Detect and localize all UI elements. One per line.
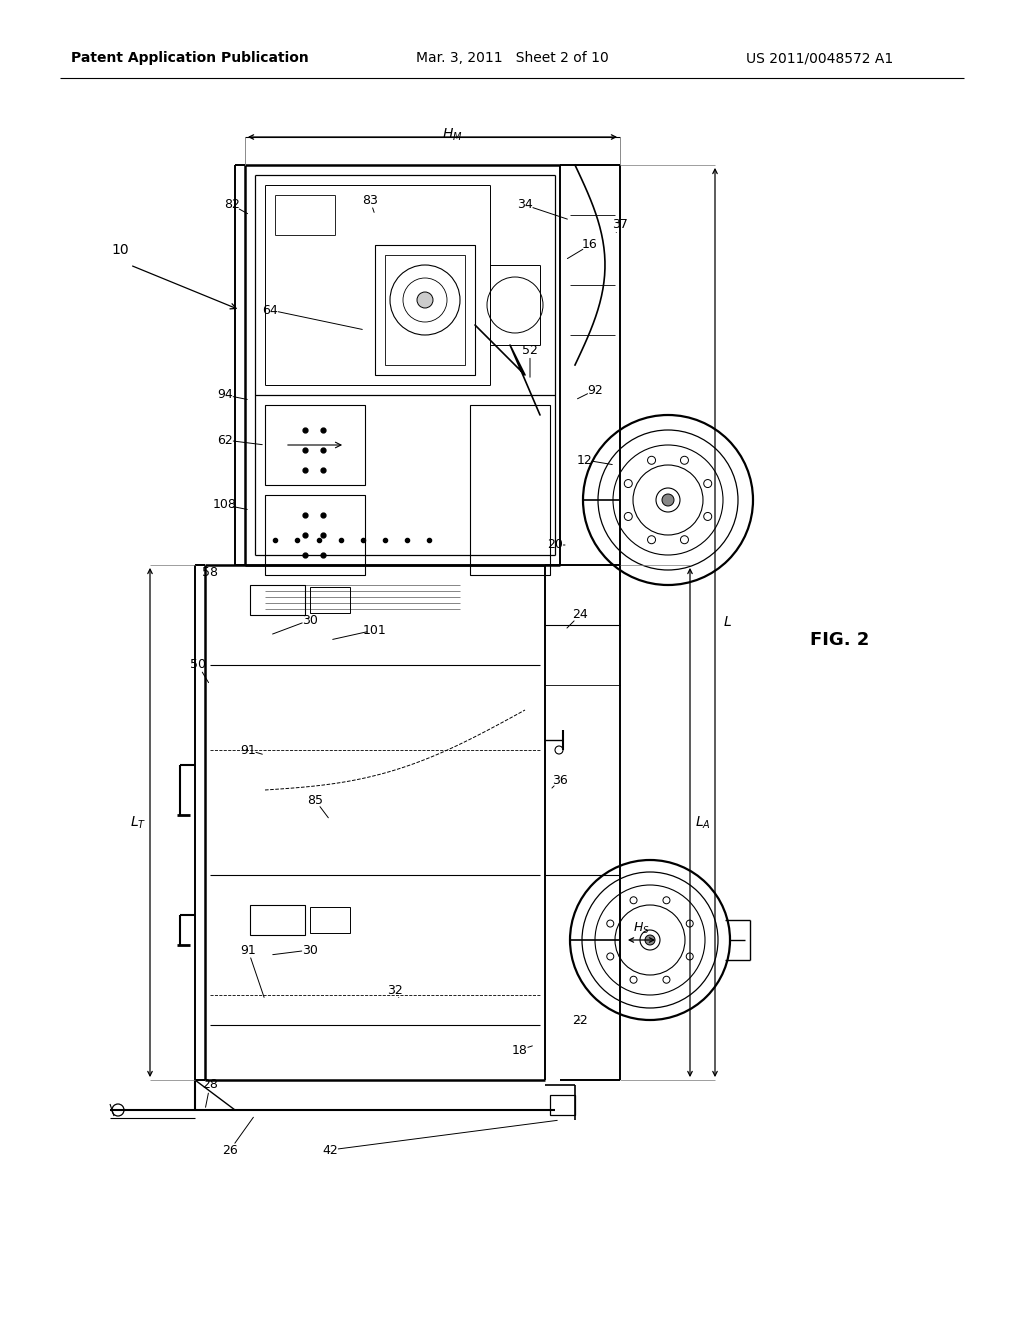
Circle shape [630, 977, 637, 983]
Text: 83: 83 [362, 194, 378, 206]
Text: Patent Application Publication: Patent Application Publication [71, 51, 309, 65]
Bar [310, 587, 350, 612]
Circle shape [625, 512, 632, 520]
Text: Mar. 3, 2011   Sheet 2 of 10: Mar. 3, 2011 Sheet 2 of 10 [416, 51, 608, 65]
Circle shape [647, 536, 655, 544]
Text: 26: 26 [222, 1143, 238, 1156]
Text: $L_A$: $L_A$ [695, 814, 711, 830]
Text: 30: 30 [302, 944, 317, 957]
Text: 12: 12 [578, 454, 593, 466]
Text: 30: 30 [302, 614, 317, 627]
Text: 50: 50 [190, 659, 206, 672]
Text: 91: 91 [240, 944, 256, 957]
Text: 82: 82 [224, 198, 240, 211]
Circle shape [703, 512, 712, 520]
Bar [265, 495, 365, 576]
Circle shape [607, 953, 613, 960]
Text: 34: 34 [517, 198, 532, 211]
Circle shape [607, 920, 613, 927]
Text: 52: 52 [522, 343, 538, 356]
Text: 91: 91 [240, 743, 256, 756]
Text: $H_M$: $H_M$ [442, 127, 463, 143]
Bar [310, 907, 350, 933]
Text: 22: 22 [572, 1014, 588, 1027]
Text: FIG. 2: FIG. 2 [810, 631, 869, 649]
Circle shape [681, 536, 688, 544]
Circle shape [663, 896, 670, 904]
Text: 32: 32 [387, 983, 402, 997]
Circle shape [645, 935, 655, 945]
Text: 10: 10 [112, 243, 129, 257]
Circle shape [686, 953, 693, 960]
Text: 18: 18 [512, 1044, 528, 1056]
Text: 28: 28 [202, 1078, 218, 1092]
Bar [250, 585, 305, 615]
Circle shape [630, 896, 637, 904]
Text: $L$: $L$ [723, 615, 731, 630]
Bar [470, 405, 550, 576]
Bar [375, 246, 475, 375]
Text: 24: 24 [572, 609, 588, 622]
Bar [550, 1096, 575, 1115]
Circle shape [703, 479, 712, 487]
Circle shape [686, 920, 693, 927]
Text: US 2011/0048572 A1: US 2011/0048572 A1 [746, 51, 894, 65]
Text: 16: 16 [582, 239, 598, 252]
Text: 85: 85 [307, 793, 323, 807]
Text: 64: 64 [262, 304, 278, 317]
Text: 108: 108 [213, 499, 237, 511]
Text: 92: 92 [587, 384, 603, 396]
Bar [385, 255, 465, 366]
Text: $H_S$: $H_S$ [633, 920, 650, 936]
Text: 101: 101 [364, 623, 387, 636]
Text: $L_T$: $L_T$ [130, 814, 146, 830]
Text: 37: 37 [612, 219, 628, 231]
Bar [250, 906, 305, 935]
Circle shape [647, 457, 655, 465]
Circle shape [662, 494, 674, 506]
Text: 62: 62 [217, 433, 232, 446]
Bar [265, 405, 365, 484]
Text: 58: 58 [202, 565, 218, 578]
Circle shape [681, 457, 688, 465]
Circle shape [417, 292, 433, 308]
Circle shape [663, 977, 670, 983]
Circle shape [625, 479, 632, 487]
Text: 20: 20 [547, 539, 563, 552]
Text: 36: 36 [552, 774, 568, 787]
Text: 94: 94 [217, 388, 232, 401]
Text: 42: 42 [323, 1143, 338, 1156]
